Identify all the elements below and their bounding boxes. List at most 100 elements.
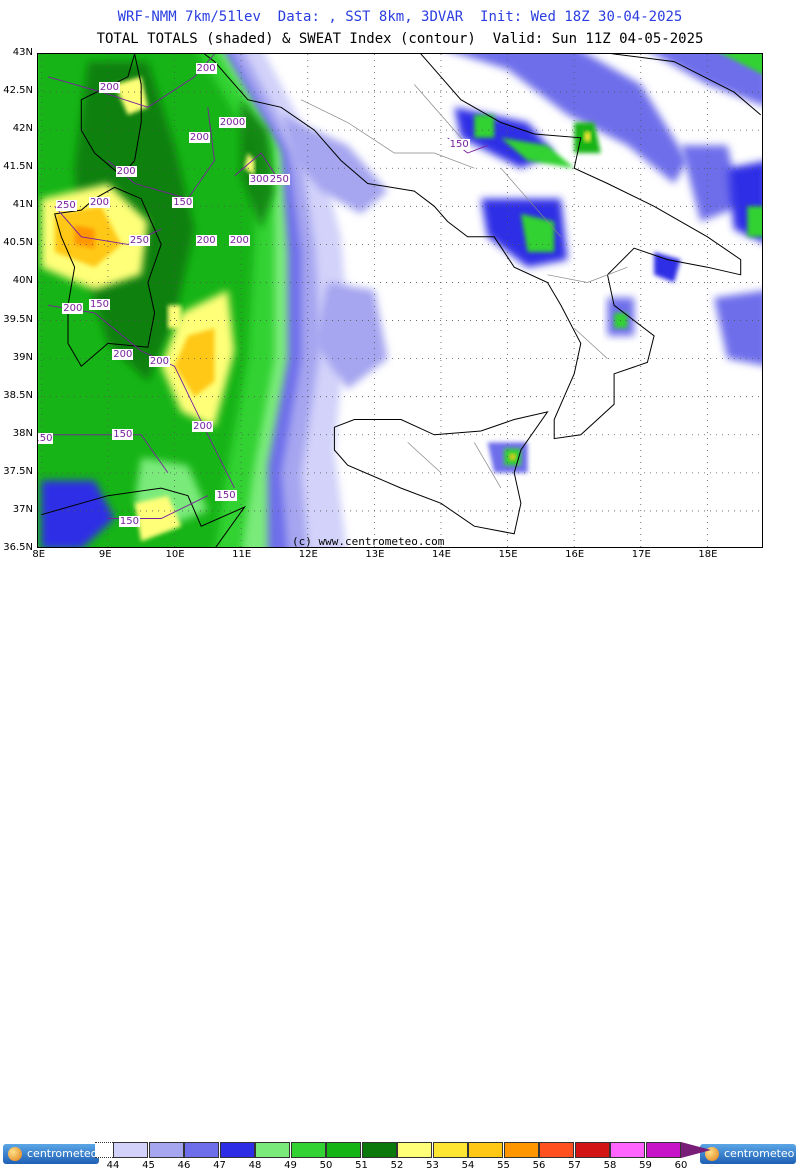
longitude-label: 9E <box>98 549 112 560</box>
legend-color-box <box>539 1142 574 1158</box>
sweat-contour-label: 2000 <box>218 116 247 128</box>
latitude-label: 39.5N <box>3 313 33 325</box>
legend-tick-label: 50 <box>319 1160 333 1171</box>
sweat-contour-label: 200 <box>112 348 134 360</box>
tt-shading-area <box>314 282 388 390</box>
sweat-contour-label: 150 <box>88 299 111 311</box>
map-title-model: WRF-NMM 7km/51lev Data: , SST 8km, 3DVAR… <box>117 9 683 25</box>
color-legend: centrometeo centrometeo 44 45 46 47 48 49 50 51… <box>0 570 800 1171</box>
tt-shading-area <box>244 153 255 176</box>
legend-color-box <box>326 1142 361 1158</box>
longitude-label: 12E <box>298 549 318 560</box>
legend-tick-label: 54 <box>461 1160 475 1171</box>
longitude-label: 17E <box>631 549 651 560</box>
legend-tick-label: 58 <box>603 1160 617 1171</box>
sicily-coastline <box>333 411 549 535</box>
sweat-contour-label: 200 <box>62 303 84 315</box>
legend-color-box <box>219 1142 255 1158</box>
sweat-contour-label: 200 <box>98 82 121 94</box>
sweat-contour-label: 250 <box>268 173 290 185</box>
legend-color-box <box>610 1142 645 1158</box>
latitude-label: 41.5N <box>3 161 33 173</box>
region-border <box>547 266 628 283</box>
legend-color-box <box>468 1142 503 1158</box>
longitude-label: 10E <box>165 549 185 560</box>
sweat-contour-label: 150 <box>172 196 194 208</box>
centrometeo-logo-left: centrometeo <box>3 1144 99 1164</box>
weather-map: 200 200 2000 200 200 300 250 250 200 150 250 200 200… <box>37 53 763 548</box>
legend-tick-label: 47 <box>213 1160 226 1171</box>
longitude-label: 8E <box>32 549 46 560</box>
globe-icon <box>8 1147 22 1161</box>
legend-tick-label: 51 <box>355 1160 368 1171</box>
longitude-label: 13E <box>365 549 385 560</box>
tt-shading-area <box>167 305 182 329</box>
region-border <box>300 99 475 169</box>
legend-tick-label: 55 <box>497 1160 510 1171</box>
legend-tick-label: 44 <box>106 1160 120 1171</box>
longitude-label: 15E <box>498 549 518 560</box>
latitude-label: 39N <box>12 351 33 363</box>
logo-text: centrometeo <box>724 1147 795 1160</box>
region-border <box>407 442 442 474</box>
legend-tick-label: 46 <box>177 1160 191 1171</box>
legend-tick-label: 49 <box>284 1160 297 1171</box>
tt-shading-area <box>474 114 495 138</box>
sweat-contour-label: 200 <box>88 196 111 208</box>
latitude-label: 42.5N <box>3 85 33 97</box>
africa-coastline <box>41 487 246 547</box>
latitude-label: 37.5N <box>3 465 33 477</box>
tt-shading-area <box>584 131 591 142</box>
longitude-label: 14E <box>431 549 451 560</box>
legend-color-box <box>645 1142 681 1158</box>
legend-tick-label: 59 <box>639 1160 652 1171</box>
legend-color-box <box>290 1142 326 1158</box>
tt-shading-area <box>74 225 95 249</box>
tt-shading-area <box>41 480 115 547</box>
sardinia-coastline <box>54 186 162 367</box>
sweat-contour-label: 150 <box>112 428 134 440</box>
latitude-label: 36.5N <box>3 542 33 553</box>
map-title-field: TOTAL TOTALS (shaded) & SWEAT Index (con… <box>96 31 704 47</box>
tt-shading-area <box>241 99 275 230</box>
legend-color-box <box>432 1142 468 1158</box>
sweat-contour-line <box>234 152 282 184</box>
tt-shading-area <box>480 198 568 268</box>
tt-shading-area <box>281 114 388 214</box>
coastlines <box>41 54 762 547</box>
legend-tick-label: 57 <box>568 1160 581 1171</box>
tt-shading-area <box>500 137 575 169</box>
tt-shading-area <box>520 213 555 252</box>
legend-low-wedge <box>95 1142 113 1158</box>
tt-shading-area <box>722 54 762 75</box>
tt-shading-area <box>654 252 681 283</box>
latitude-label: 38N <box>12 427 33 439</box>
sweat-contour-label: 200 <box>228 234 250 246</box>
latitude-label: 40.5N <box>3 237 33 249</box>
tt-shading-area <box>714 290 762 366</box>
latitude-label: 40N <box>12 275 33 287</box>
centrometeo-logo-right: centrometeo <box>700 1144 796 1164</box>
legend-tick-label: 56 <box>532 1160 546 1171</box>
corsica-coastline <box>80 54 142 177</box>
region-border <box>414 84 468 146</box>
tt-shading-area <box>114 76 148 115</box>
sweat-contour-label: 200 <box>195 234 217 246</box>
latitude-label: 43N <box>12 47 33 58</box>
sweat-contour-label: 200 <box>192 421 214 433</box>
legend-color-box <box>574 1142 610 1158</box>
sweat-contour-label: 150 <box>448 139 470 151</box>
sweat-contour-label: 200 <box>148 356 170 368</box>
tt-shading-area <box>458 54 688 184</box>
logo-text: centrometeo <box>27 1147 98 1160</box>
balkan-coastline <box>610 54 762 116</box>
sweat-contour-label: 250 <box>128 234 150 246</box>
map-canvas <box>38 54 762 547</box>
sweat-contour-label: 250 <box>55 200 77 212</box>
latitude-label: 41N <box>12 199 33 211</box>
legend-color-box <box>184 1142 219 1158</box>
latitude-label: 38.5N <box>3 389 33 401</box>
italy-coastline <box>203 54 742 440</box>
sweat-contour-label: 150 <box>215 489 237 501</box>
sweat-contour-label: 150 <box>118 516 140 528</box>
